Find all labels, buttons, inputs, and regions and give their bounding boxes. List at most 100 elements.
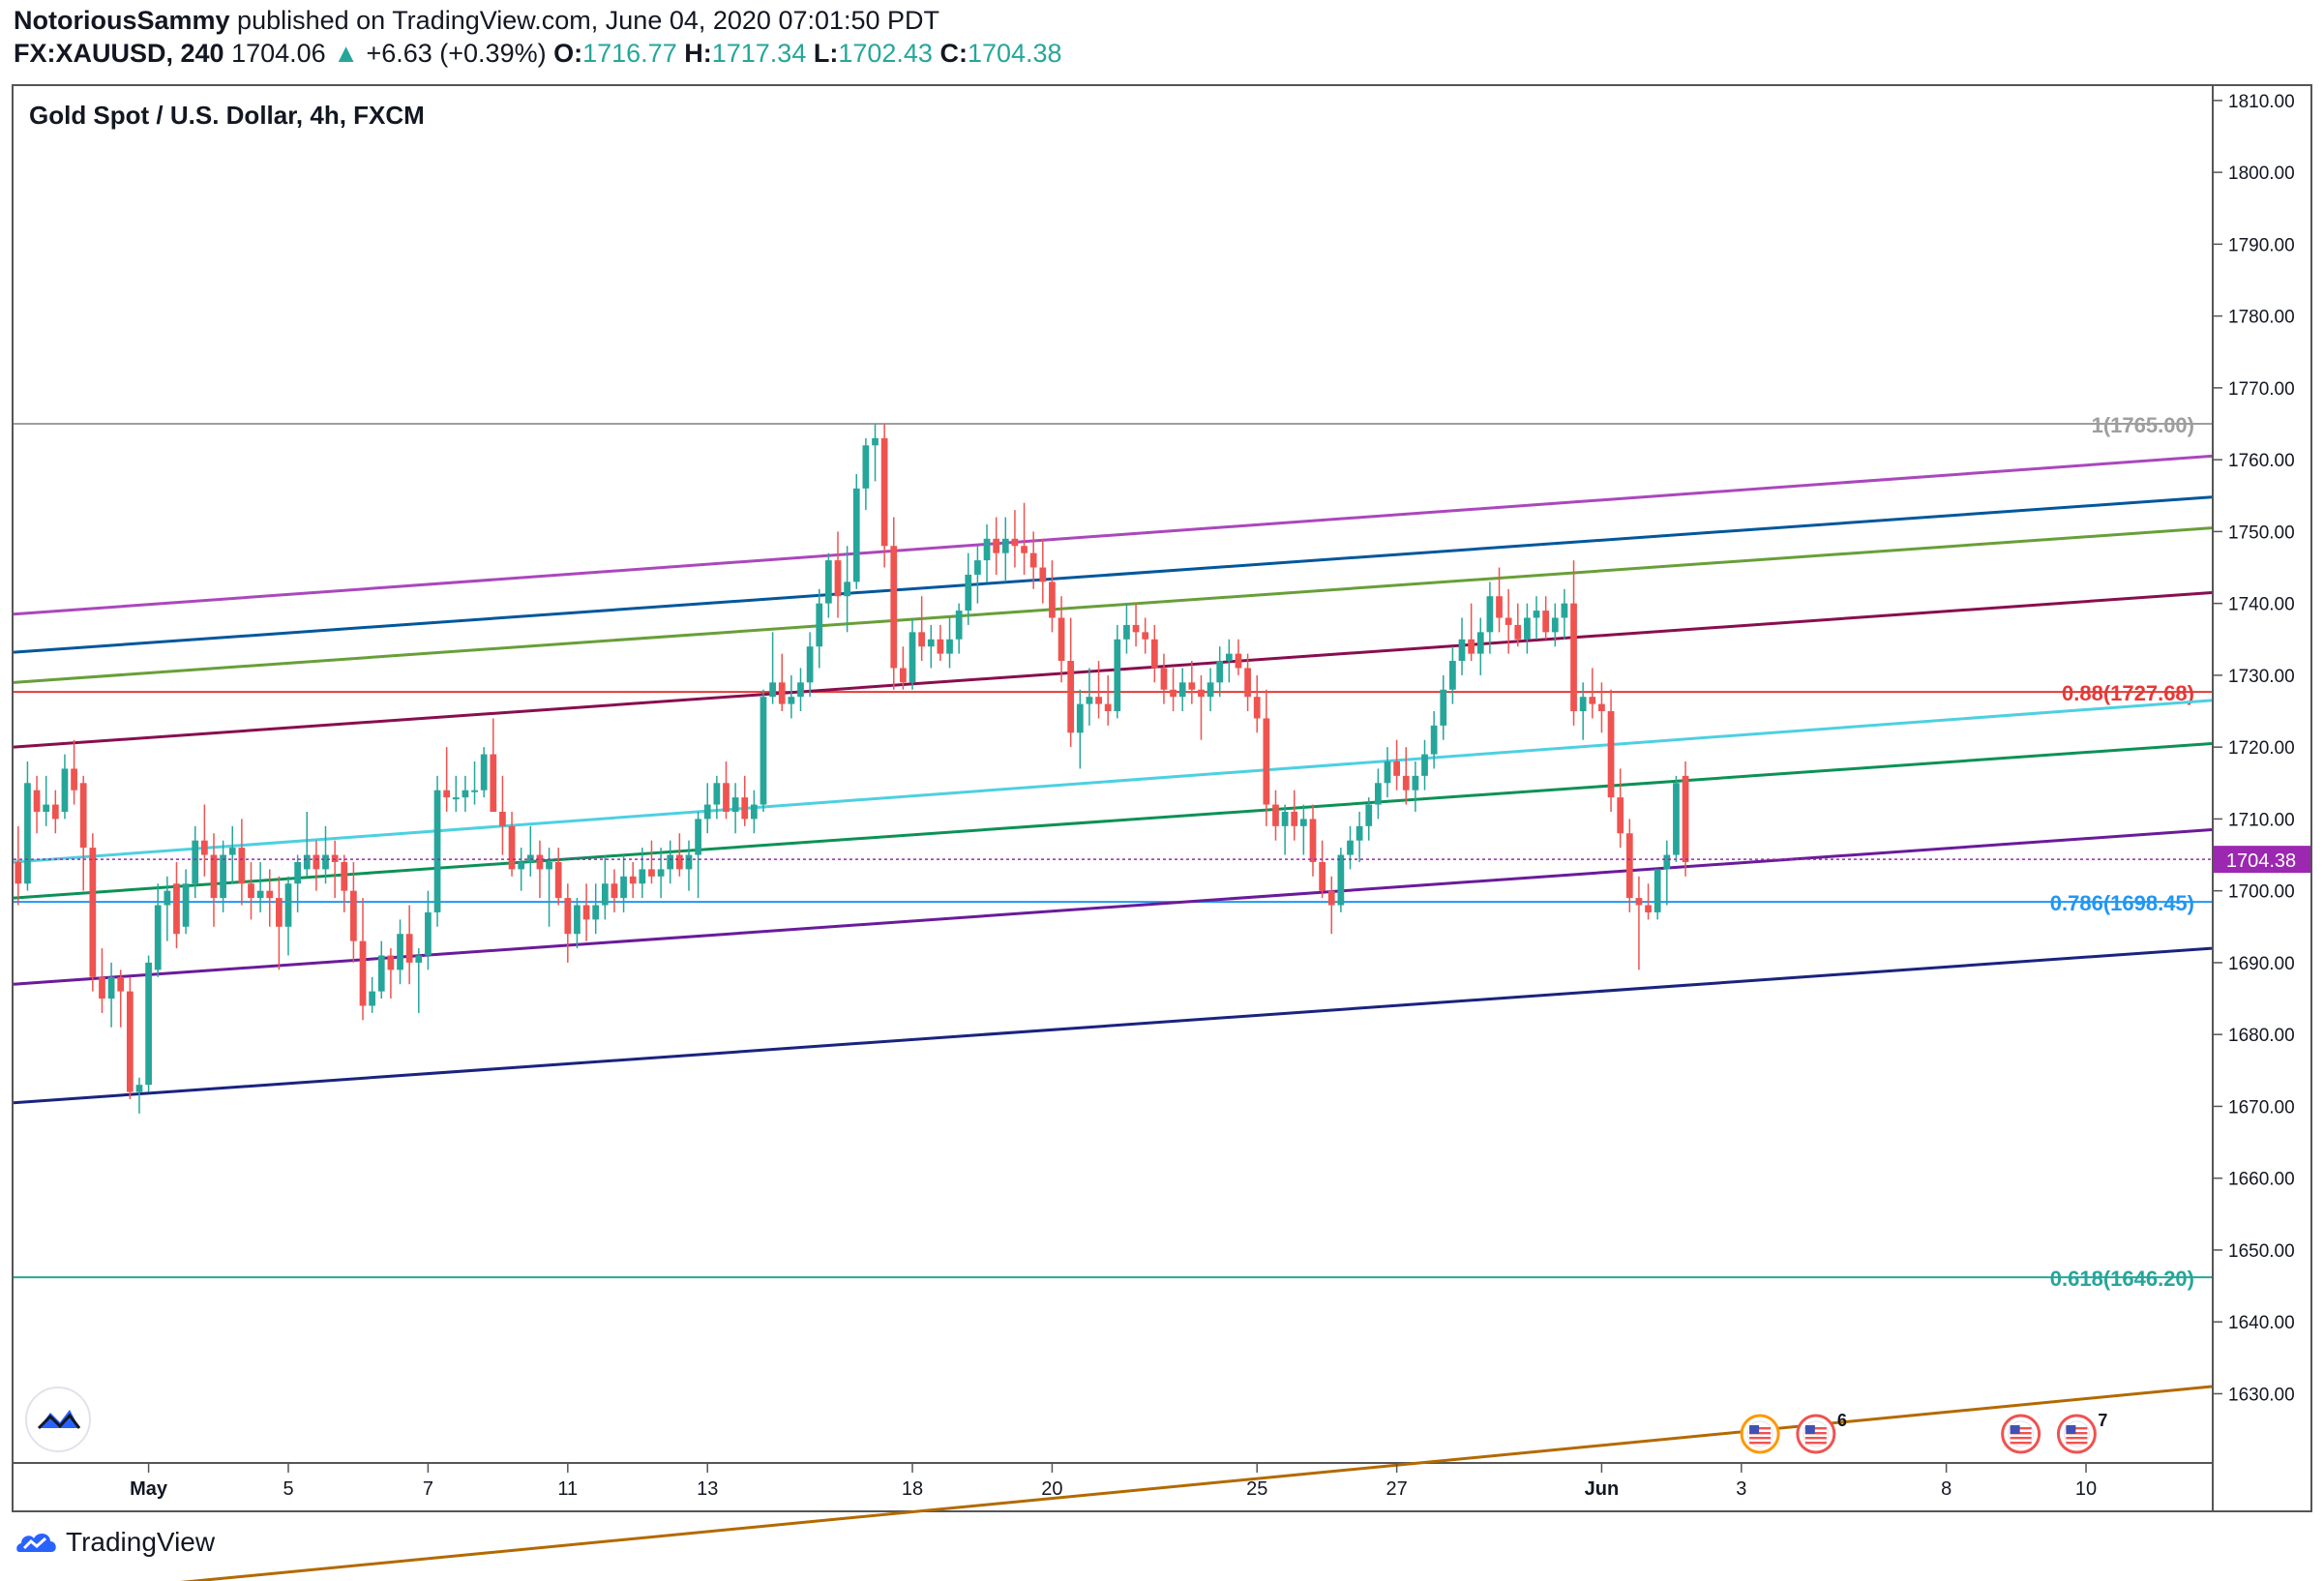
x-tick-label: Jun [1585, 1478, 1620, 1500]
candle-body [359, 940, 367, 1006]
flag-stripe [1804, 1442, 1827, 1445]
candle-body [1142, 632, 1149, 640]
candle-body [248, 883, 254, 899]
flag-stripe [2066, 1442, 2088, 1445]
green-channel-line [13, 741, 2213, 900]
x-tick-label: 10 [2075, 1478, 2097, 1500]
candle-body [1058, 617, 1065, 662]
candle-body [1561, 603, 1568, 618]
candle-body [918, 632, 926, 647]
candle-body [1570, 603, 1577, 712]
price-axis[interactable]: 1630.00 1640.00 1650.00 1660.00 1670.00 1680.… [2213, 92, 2295, 1406]
candle-body [1253, 697, 1261, 719]
candle-body [703, 804, 711, 820]
y-tick-label: 1640.00 [2228, 1313, 2295, 1333]
candle-body [228, 848, 236, 855]
candle-body [937, 639, 944, 654]
change-up-icon: ▲ [333, 39, 359, 68]
y-tick-label: 1730.00 [2228, 667, 2295, 687]
flag-stripe [1804, 1427, 1827, 1430]
candle-body [592, 905, 600, 920]
candle-body [79, 783, 87, 849]
y-tick-label: 1780.00 [2228, 308, 2295, 328]
candle-body [1486, 596, 1494, 633]
candle-body [1393, 761, 1400, 776]
candle-body [1029, 552, 1037, 568]
candle-body [1682, 775, 1689, 862]
candle-body [1188, 682, 1196, 690]
y-tick-label: 1690.00 [2228, 954, 2295, 974]
published-text: published on TradingView.com, June 04, 2… [229, 6, 940, 35]
x-tick-label: 5 [283, 1478, 293, 1500]
candle-body [1337, 854, 1345, 906]
candle-body [117, 976, 125, 992]
candle-body [1449, 661, 1456, 690]
candle-body [1625, 833, 1633, 899]
bronze-channel-line [179, 1385, 2213, 1581]
ohlc-line: FX:XAUUSD, 240 1704.06 ▲ +6.63 (+0.39%) … [14, 39, 1062, 69]
logo-badge[interactable] [25, 1387, 91, 1452]
candle-body [890, 546, 898, 669]
publisher-name[interactable]: NotoriousSammy [14, 6, 230, 35]
candle-body [554, 861, 562, 899]
y-tick-label: 1630.00 [2228, 1385, 2295, 1405]
candle-body [1021, 546, 1028, 553]
candle-body [61, 768, 69, 812]
y-tick-label: 1760.00 [2228, 451, 2295, 471]
candle-body [1114, 639, 1121, 712]
fib-label-0: 1(1765.00) [2092, 413, 2194, 437]
candle-body [695, 819, 701, 855]
flag-stripe [1804, 1432, 1827, 1435]
blue-channel-line [13, 495, 2213, 654]
candle-body [443, 790, 451, 798]
tradingview-logo[interactable]: TradingView [14, 1527, 215, 1558]
candle-body [1319, 861, 1326, 891]
candle-body [1067, 661, 1075, 733]
time-axis[interactable]: May 5 7 11 13 18 20 25 27 Jun 3 8 10 [130, 1463, 2097, 1500]
tradingview-cloud-icon [16, 1533, 56, 1552]
candle-body [648, 869, 655, 877]
symbol-label: FX:XAUUSD, 240 [14, 39, 224, 68]
candle-body [825, 560, 832, 604]
candle-body [564, 898, 572, 935]
candle-body [1468, 639, 1475, 654]
candle-body [71, 768, 77, 790]
candle-body [675, 854, 683, 870]
candle-body [1458, 639, 1466, 662]
candle-body [1309, 819, 1317, 862]
candle-body [750, 804, 758, 820]
y-tick-label: 1790.00 [2228, 235, 2295, 255]
candle-body [844, 582, 850, 597]
x-tick-label: 3 [1736, 1478, 1746, 1500]
candle-body [276, 898, 283, 927]
candle-body [1327, 890, 1335, 906]
candle-body [741, 797, 749, 820]
candle-body [1421, 754, 1428, 776]
flag-stripe [2066, 1432, 2088, 1435]
candle-body [1076, 703, 1084, 733]
candle-body [508, 825, 516, 870]
candle-body [1011, 538, 1019, 547]
candle-body [490, 754, 497, 812]
candle-body [1272, 804, 1279, 826]
candle-body [89, 848, 97, 977]
candle-body [900, 668, 907, 683]
low-value: 1702.43 [838, 39, 933, 68]
x-tick-label: 7 [423, 1478, 433, 1500]
candle-body [322, 854, 329, 870]
x-tick-label: 27 [1386, 1478, 1408, 1500]
candle-body [1505, 617, 1512, 625]
candle-body [852, 488, 860, 582]
change-value: +6.63 (+0.39%) [366, 39, 547, 68]
candle-body [667, 854, 674, 870]
candle-body [620, 876, 627, 899]
candle-body [611, 883, 618, 899]
candle-body [1207, 682, 1214, 698]
candle-body [220, 854, 226, 899]
candle-body [313, 854, 320, 870]
candle-body [582, 905, 590, 920]
magenta-channel-line [13, 454, 2213, 616]
x-tick-label: 20 [1041, 1478, 1062, 1500]
